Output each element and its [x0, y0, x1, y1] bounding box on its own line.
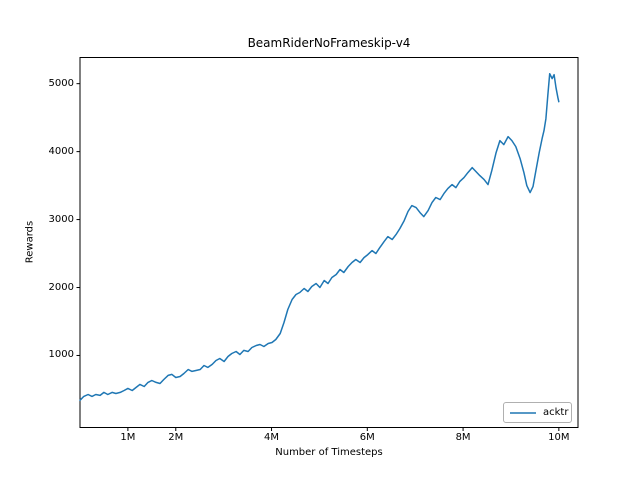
y-tick-label: 1000	[48, 349, 74, 361]
x-tick-label: 4M	[264, 432, 280, 443]
y-tick-label: 4000	[48, 145, 74, 157]
x-axis-label: Number of Timesteps	[275, 447, 383, 458]
y-axis-label: Rewards	[24, 220, 36, 264]
y-tick-label: 5000	[48, 77, 74, 89]
series-line-acktr	[79, 72, 560, 402]
y-tick-label: 3000	[48, 213, 74, 225]
y-tick-label: 2000	[48, 281, 74, 293]
x-tick-label: 2M	[168, 432, 184, 443]
chart-title: BeamRiderNoFrameskip-v4	[247, 36, 411, 50]
x-tick-label: 10M	[548, 432, 570, 443]
legend-line-sample	[510, 411, 536, 414]
x-tick-label: 1M	[120, 432, 136, 443]
legend: acktr	[503, 402, 572, 423]
legend-label: acktr	[543, 407, 569, 418]
x-tick-label: 6M	[359, 432, 375, 443]
plot-border	[79, 57, 579, 428]
x-tick-label: 8M	[455, 432, 471, 443]
